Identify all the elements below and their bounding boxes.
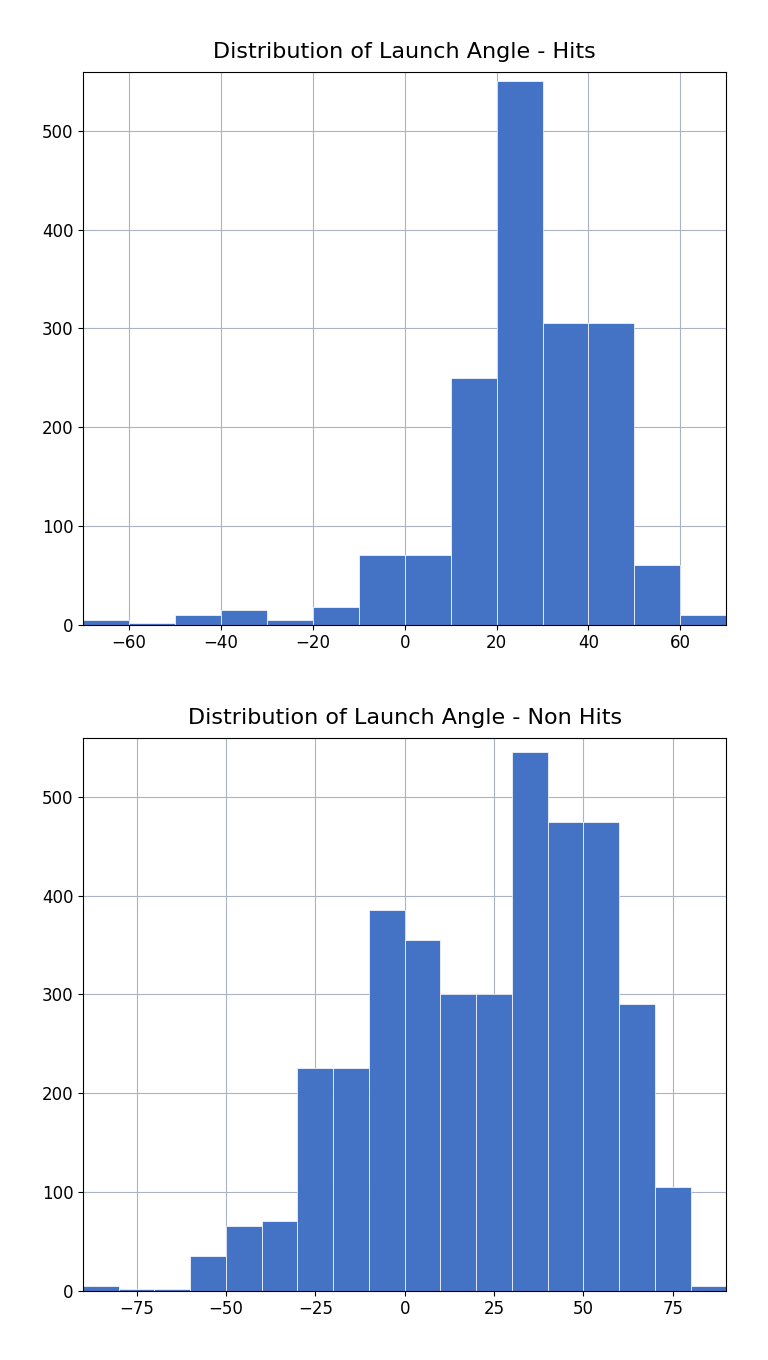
Bar [584, 821, 619, 1291]
Bar [333, 1069, 369, 1291]
Bar [405, 940, 440, 1291]
Bar [190, 1257, 226, 1291]
Title: Distribution of Launch Angle - Non Hits: Distribution of Launch Angle - Non Hits [187, 707, 622, 728]
Bar [119, 1289, 154, 1291]
Bar [359, 555, 405, 624]
Bar [405, 555, 451, 624]
Bar [83, 1285, 119, 1291]
Bar [619, 1004, 655, 1291]
Bar [690, 1285, 727, 1291]
Title: Distribution of Launch Angle - Hits: Distribution of Launch Angle - Hits [214, 42, 596, 61]
Bar [497, 82, 542, 624]
Bar [154, 1289, 190, 1291]
Bar [313, 607, 359, 624]
Bar [548, 821, 584, 1291]
Bar [634, 566, 680, 624]
Bar [476, 994, 512, 1291]
Bar [440, 994, 476, 1291]
Bar [226, 1227, 262, 1291]
Bar [221, 609, 266, 624]
Bar [83, 620, 129, 624]
Bar [129, 623, 175, 624]
Bar [588, 324, 634, 624]
Bar [297, 1069, 333, 1291]
Bar [451, 378, 497, 624]
Bar [266, 620, 313, 624]
Bar [512, 752, 548, 1291]
Bar [680, 615, 727, 624]
Bar [369, 910, 405, 1291]
Bar [655, 1187, 690, 1291]
Bar [175, 615, 221, 624]
Bar [542, 324, 588, 624]
Bar [262, 1221, 297, 1291]
